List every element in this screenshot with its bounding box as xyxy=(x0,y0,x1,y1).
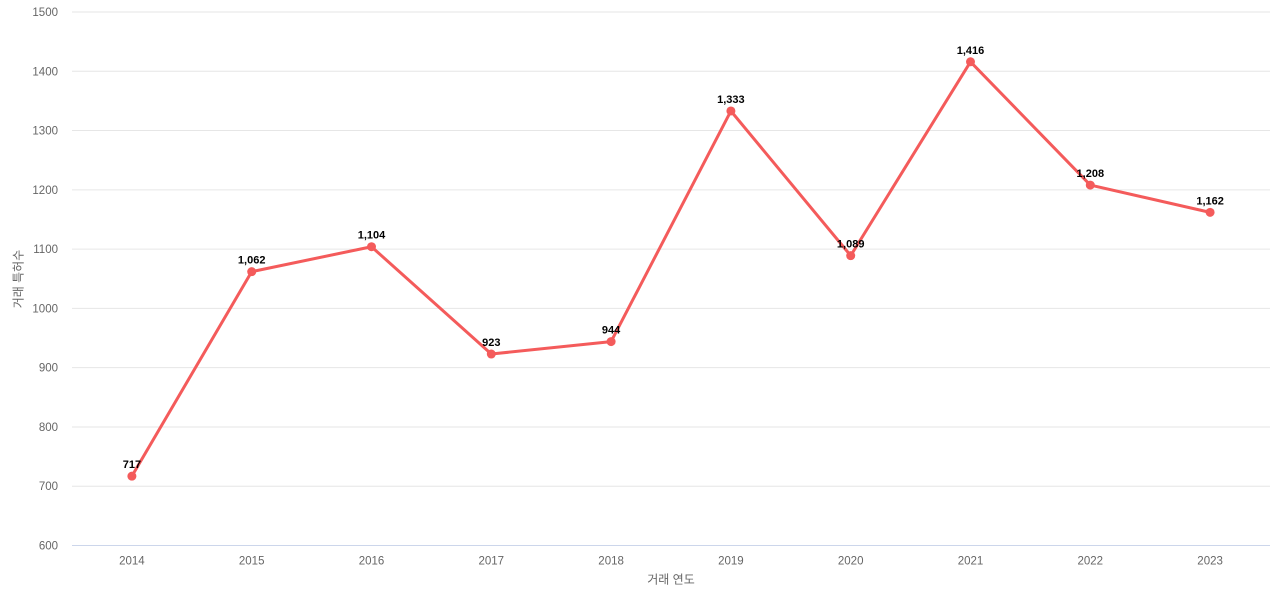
data-point-2022[interactable] xyxy=(1085,180,1095,190)
data-point-2020[interactable] xyxy=(846,251,856,261)
x-axis-title: 거래 연도 xyxy=(647,572,695,587)
data-label-2021: 1,416 xyxy=(957,45,985,57)
x-tick-label-2015: 2015 xyxy=(239,556,265,568)
y-tick-label-900: 900 xyxy=(39,363,58,375)
data-point-2023[interactable] xyxy=(1205,207,1215,217)
y-tick-label-800: 800 xyxy=(39,422,58,434)
data-label-2016: 1,104 xyxy=(358,230,386,242)
x-tick-label-2020: 2020 xyxy=(838,556,864,568)
y-tick-label-1200: 1200 xyxy=(32,185,58,197)
y-axis-title: 거래 특허수 xyxy=(11,249,26,309)
y-tick-label-1400: 1400 xyxy=(32,66,58,78)
data-label-2015: 1,062 xyxy=(238,255,266,267)
y-tick-label-600: 600 xyxy=(39,541,58,553)
x-tick-label-2019: 2019 xyxy=(718,556,744,568)
x-tick-label-2018: 2018 xyxy=(598,556,624,568)
x-tick-label-2022: 2022 xyxy=(1078,556,1104,568)
data-point-2015[interactable] xyxy=(247,267,257,277)
data-point-2016[interactable] xyxy=(367,242,376,252)
data-label-2017: 923 xyxy=(482,337,500,349)
x-tick-label-2016: 2016 xyxy=(359,556,385,568)
x-tick-label-2021: 2021 xyxy=(958,556,984,568)
data-point-2014[interactable] xyxy=(127,471,137,481)
series-line xyxy=(130,60,1212,478)
data-label-2020: 1,089 xyxy=(837,239,865,251)
data-point-2017[interactable] xyxy=(486,349,496,359)
y-tick-label-700: 700 xyxy=(39,481,58,493)
x-tick-label-2017: 2017 xyxy=(479,556,505,568)
y-tick-label-1500: 1500 xyxy=(32,7,58,19)
data-point-2021[interactable] xyxy=(966,57,975,67)
data-label-2022: 1,208 xyxy=(1077,168,1105,180)
data-point-2019[interactable] xyxy=(726,106,736,116)
data-label-2018: 944 xyxy=(602,325,621,337)
data-label-2014: 717 xyxy=(123,459,141,471)
data-label-2023: 1,162 xyxy=(1196,195,1224,207)
x-tick-label-2014: 2014 xyxy=(119,556,145,568)
y-tick-label-1100: 1100 xyxy=(33,244,58,256)
data-label-2019: 1,333 xyxy=(717,94,745,106)
y-tick-label-1000: 1000 xyxy=(32,303,58,315)
x-tick-label-2023: 2023 xyxy=(1197,556,1223,568)
data-point-2018[interactable] xyxy=(606,337,616,347)
y-tick-label-1300: 1300 xyxy=(32,126,58,138)
